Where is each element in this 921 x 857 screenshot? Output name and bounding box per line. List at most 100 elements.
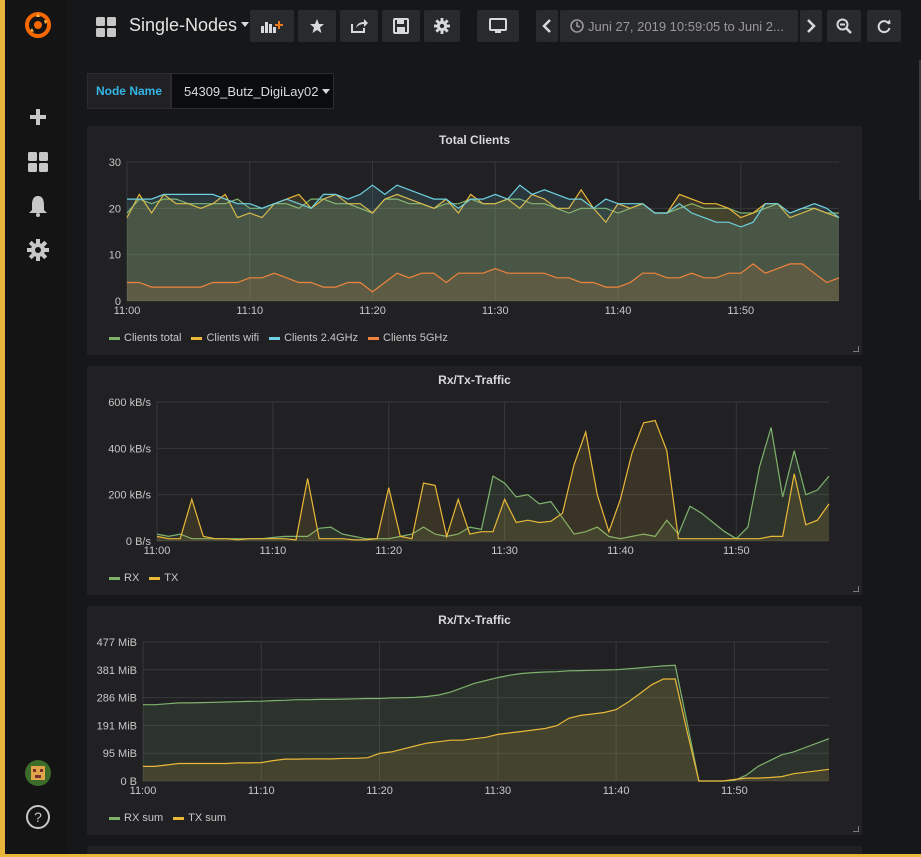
node-name-select[interactable]: 54309_Butz_DigiLay02	[171, 73, 334, 109]
plus-icon[interactable]	[23, 102, 53, 132]
y-tick-label: 191 MiB	[97, 720, 137, 732]
chevron-down-icon	[322, 88, 331, 94]
time-picker-button[interactable]: Juni 27, 2019 10:59:05 to Juni 2...	[560, 10, 798, 42]
x-tick-label: 11:50	[727, 305, 754, 317]
x-tick-label: 11:10	[236, 305, 263, 317]
x-tick-label: 11:00	[144, 545, 171, 557]
gear-icon[interactable]	[23, 235, 53, 265]
x-tick-label: 11:30	[491, 545, 518, 557]
series-area	[157, 420, 829, 541]
settings-icon	[434, 18, 450, 34]
series-line	[126, 188, 840, 224]
series-line	[127, 263, 840, 293]
series-area	[127, 185, 839, 301]
time-forward-button[interactable]	[800, 10, 822, 42]
legend-label: Clients 5GHz	[383, 332, 448, 344]
panel-rx-tx-traffic[interactable]: Rx/Tx-Traffic 600 kB/s 400 kB/s 200 kB/s 0 …	[87, 366, 862, 595]
legend-item[interactable]: TX	[149, 572, 178, 584]
y-tick-label: 0	[115, 296, 121, 308]
x-tick-label: 11:00	[130, 785, 157, 797]
panel-rx-tx-sum[interactable]: Rx/Tx-Traffic 477 MiB 381 MiB 286 MiB 191 M…	[87, 606, 862, 835]
help-icon[interactable]: ?	[23, 802, 53, 832]
save-button[interactable]	[382, 10, 420, 42]
legend-item[interactable]: TX sum	[173, 812, 226, 824]
legend-item[interactable]: RX	[109, 572, 139, 584]
legend-item[interactable]: Clients 2.4GHz	[269, 332, 358, 344]
series-line	[127, 184, 840, 228]
clock-icon	[570, 19, 584, 33]
y-tick-label: 0 B/s	[126, 536, 152, 548]
dashboards-icon[interactable]	[23, 147, 53, 177]
user-avatar[interactable]	[23, 758, 53, 788]
share-button[interactable]	[340, 10, 378, 42]
legend-label: TX	[164, 572, 179, 584]
chevron-left-icon	[542, 19, 551, 33]
tv-mode-button[interactable]	[477, 10, 519, 42]
chart-total-clients: 30 20 10 011:00 11:10 11:20 11:30 11:40 11:50	[109, 157, 840, 317]
scrollbar[interactable]	[919, 60, 921, 200]
x-tick-label: 11:30	[484, 785, 511, 797]
zoom-out-button[interactable]	[827, 10, 861, 42]
legend-item[interactable]: Clients wifi	[191, 332, 259, 344]
share-icon	[351, 19, 368, 33]
x-tick-label: 11:40	[607, 545, 634, 557]
x-tick-label: 11:10	[248, 785, 275, 797]
refresh-button[interactable]	[867, 10, 901, 42]
legend-label: RX sum	[124, 812, 164, 824]
x-tick-label: 11:30	[482, 305, 509, 317]
panel-next	[87, 846, 862, 854]
dashboards-grid-icon[interactable]	[95, 16, 117, 43]
series-area	[127, 189, 839, 301]
tv-mode-icon	[489, 18, 507, 33]
grafana-logo-icon[interactable]	[23, 10, 53, 40]
chart-legend: Clients total Clients wifi Clients 2.4GH…	[109, 332, 448, 344]
variable-label: Node Name	[87, 73, 171, 109]
legend-item[interactable]: Clients total	[109, 332, 181, 344]
y-tick-label: 400 kB/s	[108, 443, 151, 455]
star-icon	[310, 19, 324, 33]
bell-icon[interactable]	[23, 191, 53, 221]
y-tick-label: 286 MiB	[97, 693, 137, 705]
series-area	[143, 665, 829, 781]
add-panel-button[interactable]	[250, 10, 294, 42]
legend-label: Clients 2.4GHz	[284, 332, 359, 344]
time-back-button[interactable]	[536, 10, 558, 42]
resize-handle[interactable]	[853, 346, 859, 352]
star-button[interactable]	[298, 10, 336, 42]
panel-title: Rx/Tx-Traffic	[438, 373, 511, 387]
legend-label: Clients wifi	[206, 332, 260, 344]
y-tick-label: 477 MiB	[97, 637, 137, 649]
x-tick-label: 11:50	[721, 785, 748, 797]
y-tick-label: 200 kB/s	[108, 490, 151, 502]
panel-title: Rx/Tx-Traffic	[438, 613, 511, 627]
panel-total-clients[interactable]: Total Clients 30 20 10 0 11:00 11:10 11:20 11:3…	[87, 126, 862, 355]
frame-border-bottom	[0, 854, 921, 857]
y-tick-label: 600 kB/s	[108, 397, 151, 409]
chart-rx-tx-traffic: 600 kB/s 400 kB/s 200 kB/s 0 B/s11:00 11:10 1…	[108, 397, 830, 557]
x-tick-label: 11:20	[375, 545, 402, 557]
sidebar: ?	[5, 0, 67, 854]
y-tick-label: 30	[109, 157, 121, 169]
node-name-value: 54309_Butz_DigiLay02	[184, 83, 319, 99]
settings-button[interactable]	[424, 10, 460, 42]
dashboard-title[interactable]: Single-Nodes	[129, 15, 238, 35]
chart-legend: RX TX	[109, 572, 178, 584]
series-area	[157, 427, 829, 541]
series-line	[143, 678, 830, 782]
x-tick-label: 11:20	[359, 305, 386, 317]
legend-label: Clients total	[124, 332, 182, 344]
time-range-text: Juni 27, 2019 10:59:05 to Juni 2...	[588, 18, 784, 34]
chevron-down-icon[interactable]	[241, 22, 249, 27]
save-icon	[393, 18, 409, 34]
legend-item[interactable]: Clients 5GHz	[368, 332, 448, 344]
y-tick-label: 95 MiB	[103, 748, 137, 760]
y-tick-label: 20	[109, 203, 121, 215]
legend-label: RX	[124, 572, 140, 584]
resize-handle[interactable]	[853, 586, 859, 592]
legend-label: TX sum	[188, 812, 227, 824]
x-tick-label: 11:40	[603, 785, 630, 797]
panel-title: Total Clients	[438, 133, 511, 147]
resize-handle[interactable]	[853, 826, 859, 832]
legend-item[interactable]: RX sum	[109, 812, 163, 824]
